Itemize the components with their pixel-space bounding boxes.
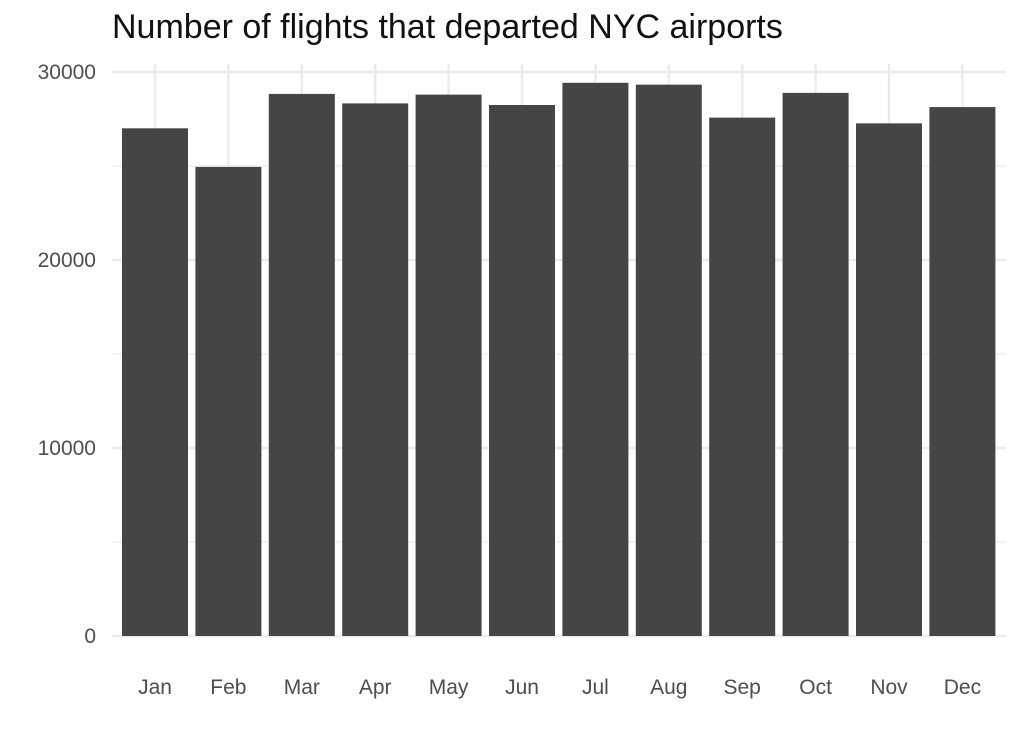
x-tick-label: Aug bbox=[650, 676, 687, 699]
bar-oct bbox=[782, 92, 849, 637]
x-tick-label: Feb bbox=[210, 676, 246, 699]
bar-apr bbox=[342, 103, 409, 636]
bar-jun bbox=[489, 105, 555, 636]
bar-feb bbox=[195, 166, 262, 636]
x-axis-tick-labels: Jan Feb Mar Apr May Jun Jul Aug Sep Oct Nov Dec bbox=[138, 676, 981, 699]
y-tick-label: 10000 bbox=[38, 437, 96, 460]
bar-mar bbox=[268, 93, 335, 637]
bar-aug bbox=[635, 84, 702, 636]
y-tick-label: 0 bbox=[84, 625, 96, 648]
chart-title: Number of flights that departed NYC airp… bbox=[112, 8, 783, 46]
bar-dec bbox=[929, 107, 996, 636]
y-axis-tick-labels: 0 10000 20000 30000 bbox=[38, 61, 96, 648]
x-tick-label: Jan bbox=[138, 676, 172, 699]
bars bbox=[122, 82, 996, 637]
x-tick-label: Mar bbox=[284, 676, 320, 699]
x-tick-label: Apr bbox=[359, 676, 392, 699]
x-tick-label: Oct bbox=[799, 676, 832, 699]
x-tick-label: Dec bbox=[944, 676, 981, 699]
x-tick-label: Nov bbox=[870, 676, 908, 699]
x-tick-label: May bbox=[429, 676, 469, 699]
x-tick-label: Jun bbox=[505, 676, 539, 699]
x-tick-label: Jul bbox=[582, 676, 609, 699]
bar-may bbox=[415, 94, 482, 637]
y-tick-label: 20000 bbox=[38, 249, 96, 272]
bar-nov bbox=[856, 123, 922, 637]
bar-sep bbox=[709, 117, 776, 636]
bar-jul bbox=[562, 82, 629, 636]
x-tick-label: Sep bbox=[724, 676, 761, 699]
bar-jan bbox=[122, 128, 188, 636]
y-tick-label: 30000 bbox=[38, 61, 96, 84]
